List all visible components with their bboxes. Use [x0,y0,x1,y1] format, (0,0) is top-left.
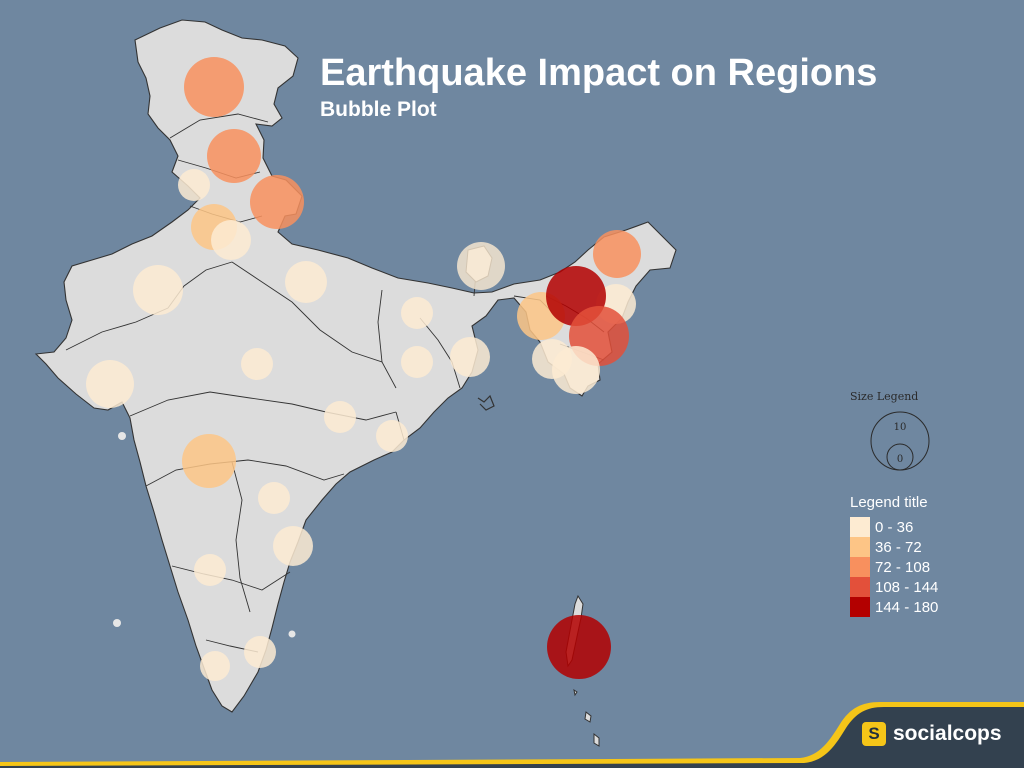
map-subtitle: Bubble Plot [320,98,437,121]
bubble-layer [86,57,641,681]
map-title: Earthquake Impact on Regions [320,52,878,94]
legend-label: 36 - 72 [875,538,922,556]
color-legend: Legend title 0 - 36 36 - 72 72 - 108 108… [850,494,1000,617]
bubble-uttar-pradesh[interactable] [285,261,327,303]
bubble-maharashtra[interactable] [182,434,236,488]
bubble-arunachal[interactable] [593,230,641,278]
legend-swatch [850,597,870,617]
brand-name: socialcops [893,722,1002,745]
legend-label: 72 - 108 [875,558,931,576]
bubble-jharkhand[interactable] [401,346,433,378]
bubble-delhi[interactable] [211,220,251,260]
bubble-andaman-nicobar[interactable] [547,615,611,679]
size-legend-title: Size Legend [850,390,919,403]
brand-bar [0,702,1024,768]
bubble-telangana[interactable] [258,482,290,514]
nicobar-islands [573,688,600,747]
legend-label: 108 - 144 [875,578,939,596]
color-legend-title: Legend title [850,494,928,511]
legend-label: 0 - 36 [875,518,914,536]
legend-item: 72 - 108 [850,557,1000,577]
bubble-jammu-kashmir[interactable] [184,57,244,117]
island-dot [118,432,126,440]
bubble-odisha[interactable] [376,420,408,452]
socialcops-logo-icon: S [862,722,886,746]
bubble-uttarakhand[interactable] [250,175,304,229]
bubble-madhya-pradesh[interactable] [241,348,273,380]
bubble-tamil-nadu[interactable] [244,636,276,668]
bubble-bihar[interactable] [401,297,433,329]
island-dot [288,630,296,638]
size-legend-circles: 10 0 [870,411,930,471]
legend-swatch [850,517,870,537]
bubble-kerala[interactable] [200,651,230,681]
legend-swatch [850,557,870,577]
bubble-sikkim[interactable] [457,242,505,290]
legend-swatch [850,537,870,557]
size-legend-small-label: 0 [897,454,903,465]
legend-item: 108 - 144 [850,577,1000,597]
legend-item: 36 - 72 [850,537,1000,557]
bubble-mizoram[interactable] [552,346,600,394]
bubble-punjab[interactable] [178,169,210,201]
size-legend: 10 0 Size Legend [846,388,956,478]
size-legend-large-label: 10 [894,422,907,433]
bubble-andhra-pradesh[interactable] [273,526,313,566]
bubble-rajasthan[interactable] [133,265,183,315]
bubble-chhattisgarh[interactable] [324,401,356,433]
bubble-karnataka[interactable] [194,554,226,586]
island-dot [113,619,121,627]
bubble-gujarat[interactable] [86,360,134,408]
socialcops-brand[interactable]: S socialcops [862,722,1002,746]
legend-label: 144 - 180 [875,598,939,616]
bubble-himachal[interactable] [207,129,261,183]
legend-item: 144 - 180 [850,597,1000,617]
delta-coast [477,394,495,411]
bubble-west-bengal[interactable] [450,337,490,377]
legend-item: 0 - 36 [850,517,1000,537]
legend-swatch [850,577,870,597]
